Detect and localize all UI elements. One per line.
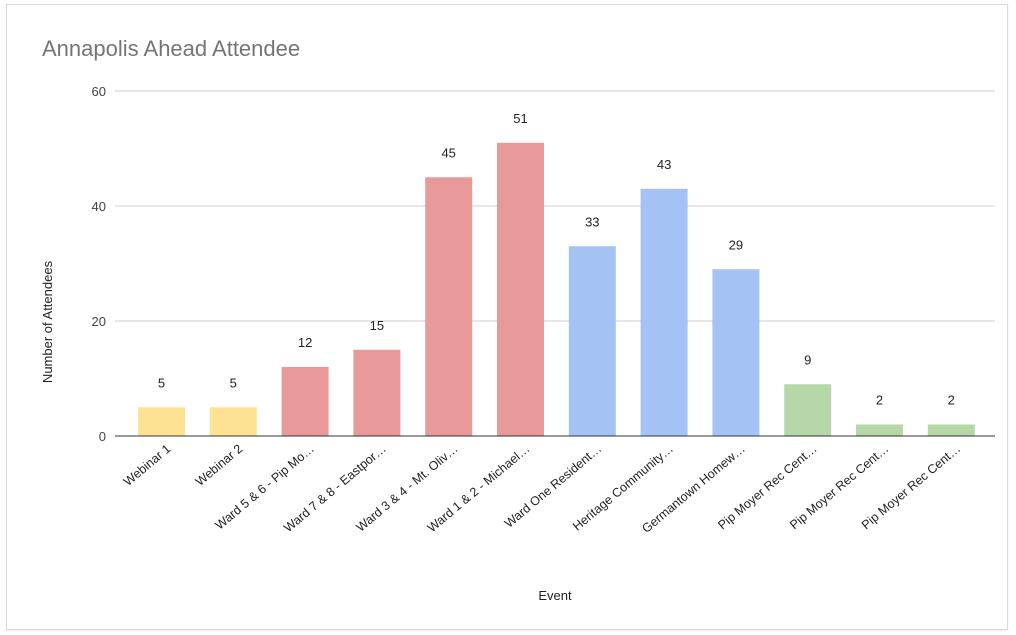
data-labels: 5 5 12 15 45 51 33 43 29 9 2 2 [158,111,955,408]
bar [209,407,257,436]
data-label: 45 [441,145,455,160]
data-label: 43 [657,157,671,172]
data-label: 2 [876,393,883,408]
bar [497,142,544,436]
bar [568,246,616,436]
bar [927,424,975,436]
chart-title: Annapolis Ahead Attendee [42,36,301,61]
bar [425,177,473,436]
bar [856,424,903,436]
y-tick-label: 20 [92,314,106,329]
data-label: 5 [158,375,165,390]
bar [138,407,185,436]
data-label: 15 [370,318,384,333]
data-label: 12 [298,335,312,350]
x-axis-label: Event [538,588,572,603]
data-label: 5 [230,375,237,390]
bars [138,142,975,436]
bar [712,269,760,436]
bar [281,367,329,436]
x-tick-label: Webinar 2 [193,442,246,489]
data-label: 29 [729,237,743,252]
y-axis-label: Number of Attendees [40,260,55,383]
x-tick-label: Webinar 1 [121,442,174,489]
y-tick-label: 60 [92,84,106,99]
data-label: 51 [513,111,527,126]
y-tick-label: 0 [99,429,106,444]
data-label: 9 [804,352,811,367]
bar [353,349,401,436]
bar [640,188,688,436]
bar [784,384,832,436]
y-tick-label: 40 [92,199,106,214]
data-label: 33 [585,214,599,229]
gridlines [115,90,995,322]
data-label: 2 [948,393,955,408]
y-axis-ticks: 0 20 40 60 [92,84,106,444]
